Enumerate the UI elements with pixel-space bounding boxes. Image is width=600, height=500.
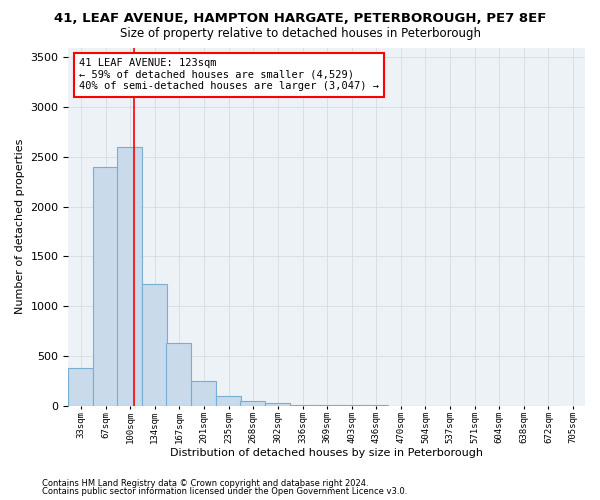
Bar	[191, 380, 216, 406]
Text: Size of property relative to detached houses in Peterborough: Size of property relative to detached ho…	[119, 28, 481, 40]
Text: Contains public sector information licensed under the Open Government Licence v3: Contains public sector information licen…	[42, 487, 407, 496]
Y-axis label: Number of detached properties: Number of detached properties	[15, 139, 25, 314]
Text: 41, LEAF AVENUE, HAMPTON HARGATE, PETERBOROUGH, PE7 8EF: 41, LEAF AVENUE, HAMPTON HARGATE, PETERB…	[54, 12, 546, 26]
X-axis label: Distribution of detached houses by size in Peterborough: Distribution of detached houses by size …	[170, 448, 483, 458]
Bar	[142, 284, 167, 406]
Text: Contains HM Land Registry data © Crown copyright and database right 2024.: Contains HM Land Registry data © Crown c…	[42, 478, 368, 488]
Bar	[118, 147, 142, 406]
Bar	[93, 167, 118, 406]
Bar	[68, 368, 93, 406]
Bar	[216, 396, 241, 406]
Text: 41 LEAF AVENUE: 123sqm
← 59% of detached houses are smaller (4,529)
40% of semi-: 41 LEAF AVENUE: 123sqm ← 59% of detached…	[79, 58, 379, 92]
Bar	[166, 343, 191, 406]
Bar	[265, 402, 290, 406]
Bar	[241, 400, 265, 406]
Bar	[290, 404, 315, 406]
